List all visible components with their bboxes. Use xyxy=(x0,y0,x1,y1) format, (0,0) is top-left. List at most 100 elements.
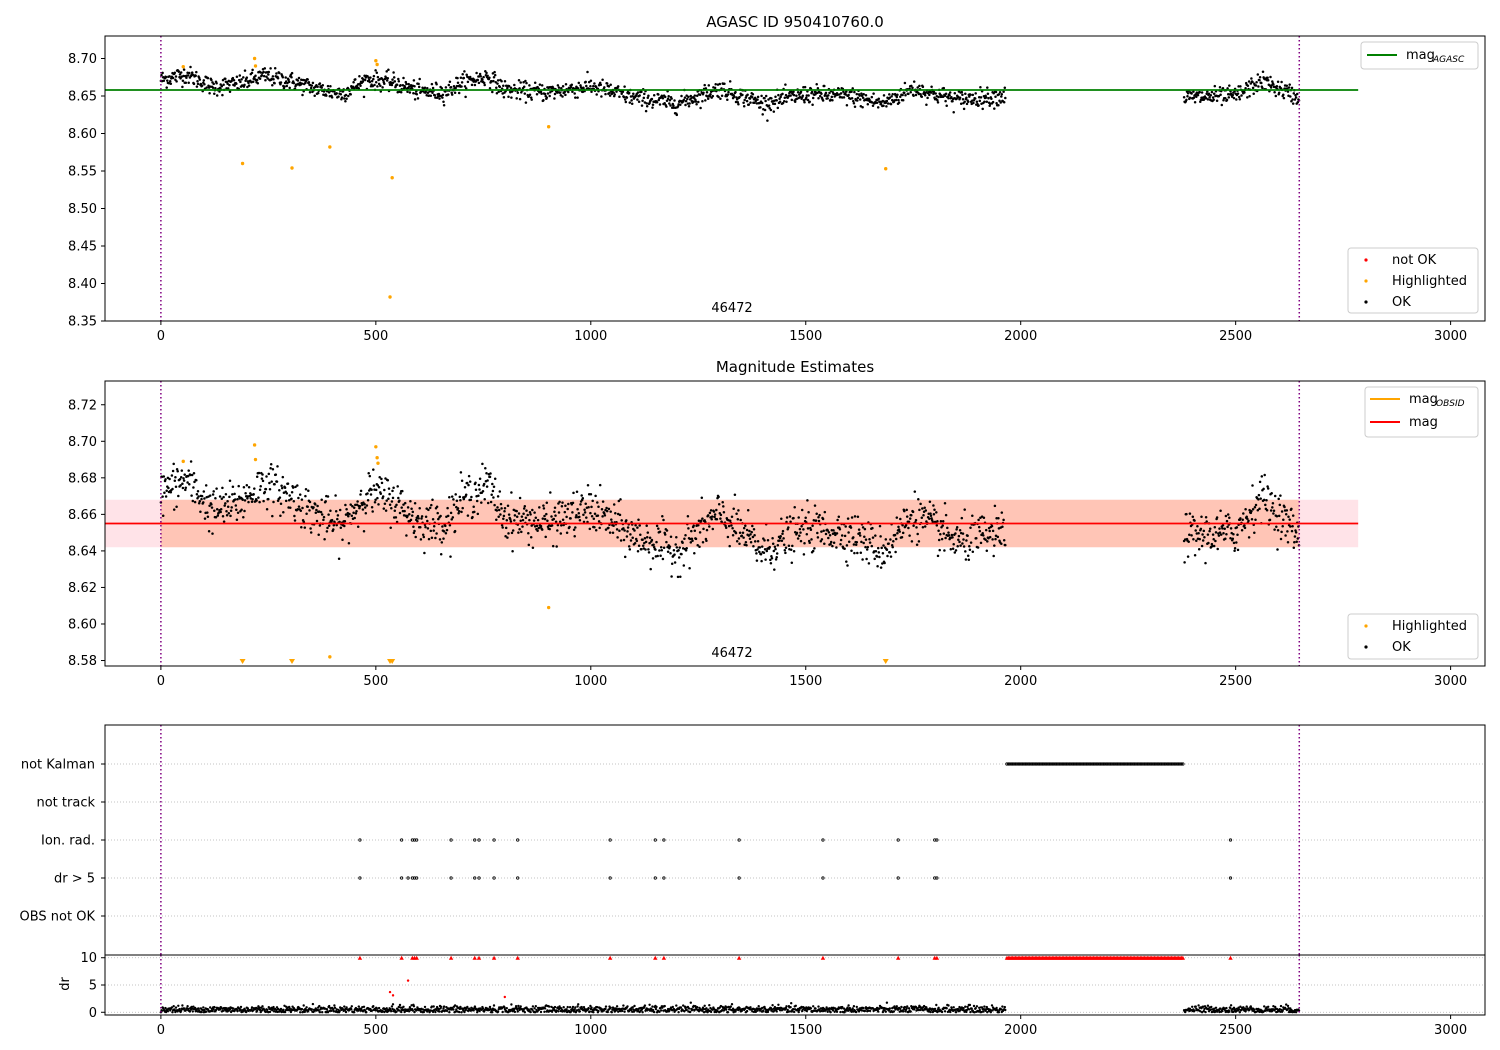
ok-point xyxy=(540,92,543,95)
ok-point xyxy=(741,531,745,534)
ok-point xyxy=(965,96,968,100)
flag-point xyxy=(935,876,939,880)
dr-point xyxy=(377,1006,381,1010)
ok-point xyxy=(768,545,771,549)
ok-point xyxy=(1243,91,1246,94)
ok-point xyxy=(964,92,967,95)
ok-point xyxy=(574,96,577,99)
ok-point xyxy=(772,549,776,553)
dr-point xyxy=(905,1007,908,1010)
ok-point xyxy=(510,491,513,494)
ok-point xyxy=(617,499,621,503)
ok-point xyxy=(728,544,731,548)
ok-point xyxy=(598,526,601,530)
ok-point xyxy=(770,554,773,558)
ok-point xyxy=(474,481,477,484)
ok-point xyxy=(908,517,912,520)
dr-point xyxy=(212,1008,215,1011)
ok-point xyxy=(1235,526,1239,529)
ok-point xyxy=(330,96,334,99)
flag-point xyxy=(935,838,939,842)
ok-point xyxy=(1204,561,1207,565)
ok-point xyxy=(910,514,913,517)
ok-point xyxy=(387,68,390,71)
ok-point xyxy=(368,474,372,478)
ok-point xyxy=(1236,548,1240,552)
ok-point xyxy=(1222,98,1225,102)
ok-point xyxy=(600,507,604,511)
ok-point xyxy=(489,500,493,504)
ok-point xyxy=(707,84,711,87)
ok-point xyxy=(598,483,602,487)
ok-point xyxy=(171,469,175,473)
ok-point xyxy=(627,91,631,95)
ok-point xyxy=(226,87,230,90)
ok-point xyxy=(551,544,555,548)
ok-point xyxy=(557,511,561,514)
ok-point xyxy=(691,539,694,542)
ok-point xyxy=(1276,548,1279,551)
ok-point xyxy=(762,537,765,540)
flag-point xyxy=(1125,762,1130,766)
flag-point xyxy=(1079,762,1083,766)
ok-point xyxy=(380,477,383,481)
ok-point xyxy=(829,540,833,544)
dr-point xyxy=(325,1008,329,1011)
ok-point xyxy=(490,493,493,496)
ok-point xyxy=(636,526,639,529)
ok-point xyxy=(894,98,898,102)
ok-point xyxy=(379,84,382,87)
ok-point xyxy=(886,554,889,558)
ok-point xyxy=(879,535,882,538)
ok-point xyxy=(772,110,776,113)
ok-point xyxy=(813,504,817,507)
ok-point xyxy=(528,93,532,96)
ok-point xyxy=(1276,80,1280,84)
ok-point xyxy=(462,76,466,80)
ok-point xyxy=(744,541,748,544)
ok-point xyxy=(500,523,504,527)
ok-point xyxy=(684,103,687,107)
ok-point xyxy=(1244,507,1247,511)
ok-point xyxy=(541,517,545,520)
dr-point xyxy=(689,1001,692,1004)
ok-point xyxy=(1292,92,1296,95)
ok-point xyxy=(863,527,867,531)
ok-point xyxy=(1221,87,1225,90)
flag-point xyxy=(1118,762,1123,766)
ok-point xyxy=(308,90,312,94)
flag-point xyxy=(1171,762,1175,766)
ok-point xyxy=(563,510,567,514)
ok-point xyxy=(170,474,174,477)
legend-label: OK xyxy=(1392,295,1411,310)
ok-point xyxy=(868,98,871,102)
ok-point xyxy=(1284,534,1287,537)
ok-point xyxy=(856,515,860,519)
ok-point xyxy=(769,562,773,565)
dr-point xyxy=(473,1005,477,1008)
ok-point xyxy=(993,504,997,508)
ok-point xyxy=(849,526,853,529)
ok-point xyxy=(432,525,436,528)
ok-point xyxy=(613,93,616,96)
dr-point xyxy=(543,1010,546,1013)
ok-point xyxy=(695,94,699,98)
ok-point xyxy=(483,83,486,87)
ok-point xyxy=(581,496,585,500)
ok-point xyxy=(928,500,932,504)
ok-point xyxy=(186,481,189,484)
ok-point xyxy=(1257,85,1260,88)
ok-point xyxy=(358,74,361,78)
ok-point xyxy=(336,514,340,517)
ok-point xyxy=(985,100,989,103)
ok-point xyxy=(384,477,387,480)
clipped-marker xyxy=(289,659,296,664)
ok-point xyxy=(1245,515,1248,519)
dr-point xyxy=(881,1010,885,1014)
ok-point xyxy=(529,96,533,99)
ok-point xyxy=(416,514,420,518)
dr-point xyxy=(321,1011,324,1014)
ok-point xyxy=(850,90,853,93)
ok-point xyxy=(1216,547,1219,551)
ok-point xyxy=(394,516,398,519)
